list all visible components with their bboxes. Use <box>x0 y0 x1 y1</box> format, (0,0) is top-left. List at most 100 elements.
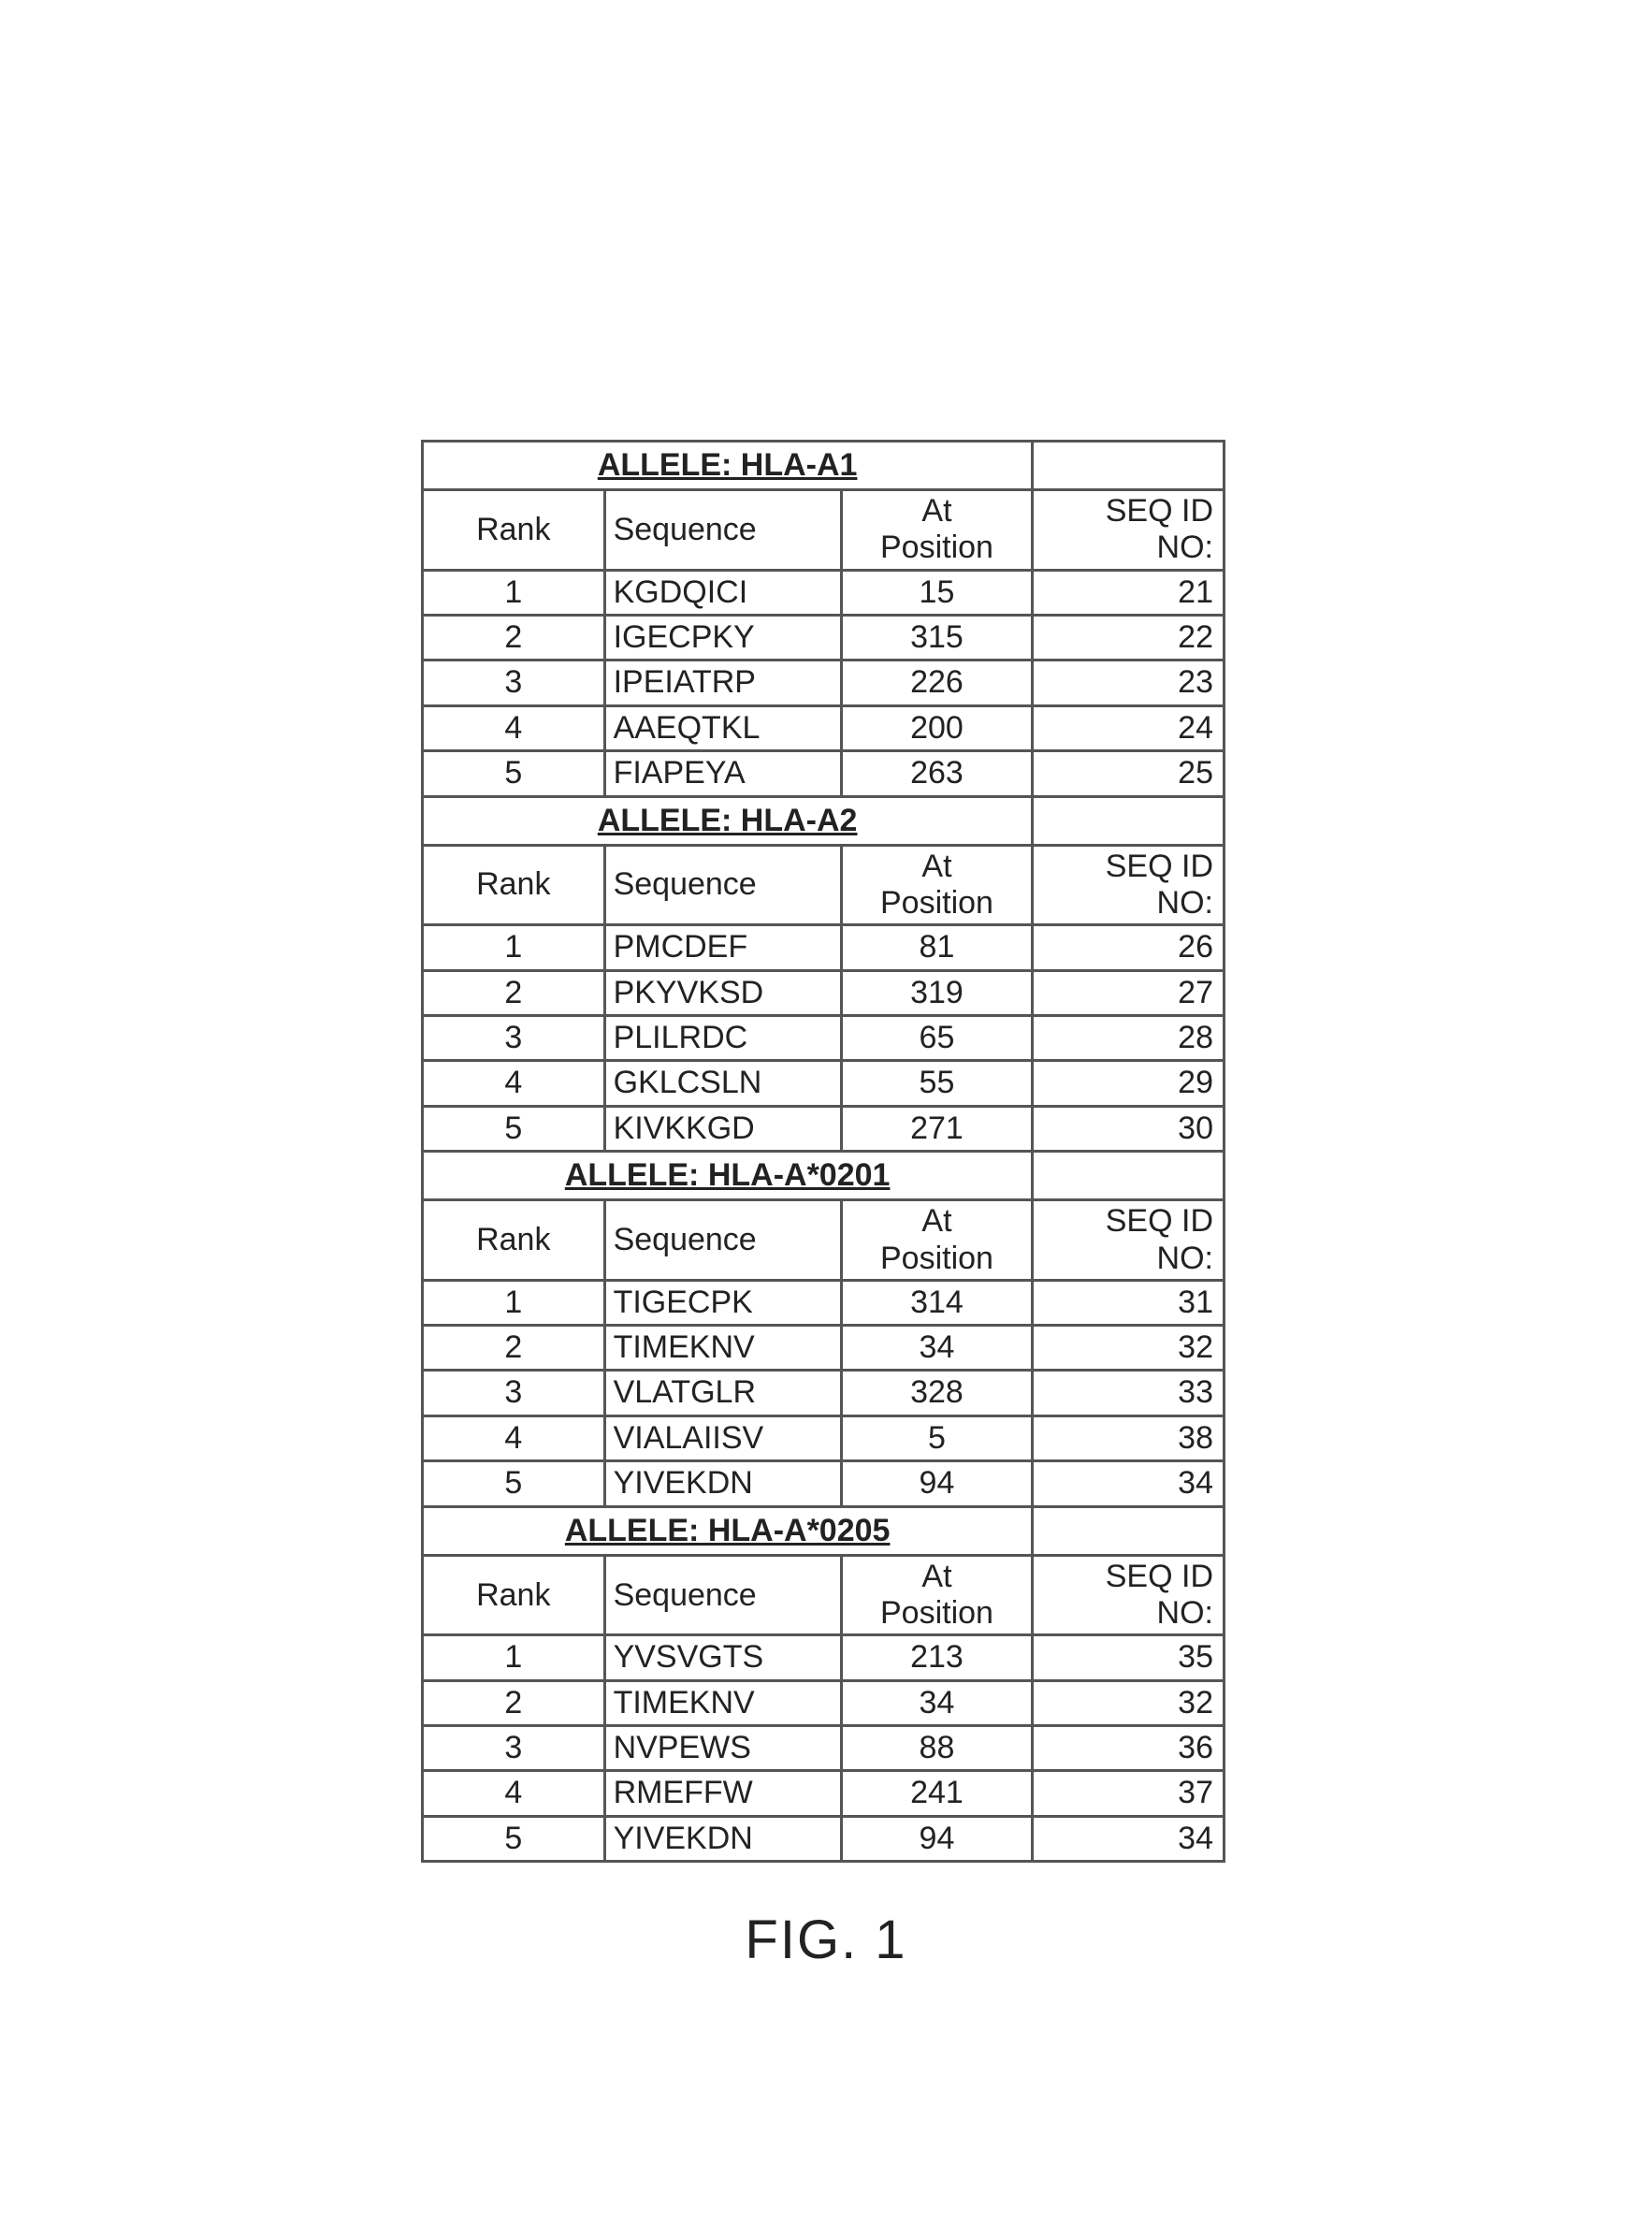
cell-rank: 5 <box>423 751 605 796</box>
cell-position: 81 <box>841 925 1033 970</box>
cell-position: 226 <box>841 660 1033 705</box>
column-header-position-line1: At <box>848 1203 1026 1240</box>
cell-sequence: VIALAIISV <box>604 1415 841 1460</box>
cell-sequence: VLATGLR <box>604 1371 841 1415</box>
cell-rank: 5 <box>423 1106 605 1151</box>
table-row: 3NVPEWS8836 <box>423 1725 1225 1770</box>
column-header-rank: Rank <box>423 1200 605 1280</box>
column-header-seqid-line2: NO: <box>1039 885 1213 922</box>
cell-rank: 2 <box>423 615 605 660</box>
cell-position: 241 <box>841 1771 1033 1816</box>
cell-seqid: 21 <box>1033 570 1225 615</box>
cell-seqid: 32 <box>1033 1680 1225 1725</box>
cell-position: 314 <box>841 1280 1033 1325</box>
column-header-seqid: SEQ IDNO: <box>1033 845 1225 924</box>
column-header-seqid: SEQ IDNO: <box>1033 490 1225 570</box>
cell-position: 263 <box>841 751 1033 796</box>
cell-rank: 2 <box>423 970 605 1015</box>
table-row: 3IPEIATRP22623 <box>423 660 1225 705</box>
column-header-sequence: Sequence <box>604 490 841 570</box>
cell-seqid: 36 <box>1033 1725 1225 1770</box>
column-header-sequence: Sequence <box>604 1200 841 1280</box>
table-row: 1YVSVGTS21335 <box>423 1635 1225 1680</box>
cell-sequence: KGDQICI <box>604 570 841 615</box>
table-row: 5FIAPEYA26325 <box>423 751 1225 796</box>
table-row: 1TIGECPK31431 <box>423 1280 1225 1325</box>
cell-rank: 5 <box>423 1816 605 1861</box>
cell-rank: 5 <box>423 1461 605 1506</box>
table-row: 2TIMEKNV3432 <box>423 1326 1225 1371</box>
cell-seqid: 23 <box>1033 660 1225 705</box>
table-row: 4RMEFFW24137 <box>423 1771 1225 1816</box>
cell-sequence: PKYVKSD <box>604 970 841 1015</box>
allele-header: ALLELE: HLA-A2 <box>423 796 1033 845</box>
cell-sequence: YIVEKDN <box>604 1461 841 1506</box>
cell-rank: 1 <box>423 570 605 615</box>
cell-seqid: 35 <box>1033 1635 1225 1680</box>
cell-seqid: 37 <box>1033 1771 1225 1816</box>
cell-position: 34 <box>841 1680 1033 1725</box>
cell-rank: 2 <box>423 1326 605 1371</box>
table-row: 5KIVKKGD27130 <box>423 1106 1225 1151</box>
column-header-position-line2: Position <box>848 1241 1026 1277</box>
cell-rank: 3 <box>423 1371 605 1415</box>
cell-rank: 4 <box>423 705 605 750</box>
allele-table-container: ALLELE: HLA-A1RankSequenceAtPositionSEQ … <box>421 440 1225 1863</box>
cell-sequence: FIAPEYA <box>604 751 841 796</box>
column-header-sequence: Sequence <box>604 845 841 924</box>
cell-position: 65 <box>841 1015 1033 1060</box>
blank-cell <box>1033 796 1225 845</box>
allele-header: ALLELE: HLA-A*0205 <box>423 1506 1033 1555</box>
column-header-position: AtPosition <box>841 1555 1033 1634</box>
cell-sequence: KIVKKGD <box>604 1106 841 1151</box>
cell-sequence: RMEFFW <box>604 1771 841 1816</box>
table-row: 4AAEQTKL20024 <box>423 705 1225 750</box>
column-header-rank: Rank <box>423 490 605 570</box>
cell-position: 328 <box>841 1371 1033 1415</box>
column-header-position: AtPosition <box>841 490 1033 570</box>
cell-rank: 1 <box>423 925 605 970</box>
column-header-seqid-line1: SEQ ID <box>1039 1559 1213 1595</box>
cell-position: 55 <box>841 1061 1033 1106</box>
cell-position: 94 <box>841 1816 1033 1861</box>
column-header-position-line2: Position <box>848 1595 1026 1632</box>
cell-position: 5 <box>841 1415 1033 1460</box>
cell-seqid: 27 <box>1033 970 1225 1015</box>
cell-position: 94 <box>841 1461 1033 1506</box>
table-row: 2PKYVKSD31927 <box>423 970 1225 1015</box>
column-header-seqid-line1: SEQ ID <box>1039 1203 1213 1240</box>
cell-seqid: 32 <box>1033 1326 1225 1371</box>
cell-rank: 4 <box>423 1415 605 1460</box>
cell-sequence: TIGECPK <box>604 1280 841 1325</box>
blank-cell <box>1033 442 1225 490</box>
cell-rank: 3 <box>423 1015 605 1060</box>
cell-position: 213 <box>841 1635 1033 1680</box>
cell-seqid: 28 <box>1033 1015 1225 1060</box>
column-header-position-line2: Position <box>848 530 1026 566</box>
cell-seqid: 22 <box>1033 615 1225 660</box>
cell-position: 271 <box>841 1106 1033 1151</box>
cell-rank: 1 <box>423 1635 605 1680</box>
cell-position: 200 <box>841 705 1033 750</box>
column-header-position: AtPosition <box>841 1200 1033 1280</box>
cell-position: 319 <box>841 970 1033 1015</box>
table-row: 4VIALAIISV538 <box>423 1415 1225 1460</box>
table-row: 4GKLCSLN5529 <box>423 1061 1225 1106</box>
cell-rank: 2 <box>423 1680 605 1725</box>
allele-table: ALLELE: HLA-A1RankSequenceAtPositionSEQ … <box>421 440 1225 1863</box>
cell-seqid: 25 <box>1033 751 1225 796</box>
cell-seqid: 24 <box>1033 705 1225 750</box>
cell-seqid: 31 <box>1033 1280 1225 1325</box>
table-row: 1PMCDEF8126 <box>423 925 1225 970</box>
column-header-position-line1: At <box>848 493 1026 530</box>
column-header-position-line1: At <box>848 849 1026 885</box>
cell-position: 315 <box>841 615 1033 660</box>
column-header-rank: Rank <box>423 845 605 924</box>
figure-caption: FIG. 1 <box>0 1909 1652 1971</box>
cell-sequence: GKLCSLN <box>604 1061 841 1106</box>
cell-sequence: YVSVGTS <box>604 1635 841 1680</box>
column-header-seqid-line2: NO: <box>1039 1595 1213 1632</box>
cell-seqid: 29 <box>1033 1061 1225 1106</box>
cell-rank: 3 <box>423 1725 605 1770</box>
cell-seqid: 38 <box>1033 1415 1225 1460</box>
